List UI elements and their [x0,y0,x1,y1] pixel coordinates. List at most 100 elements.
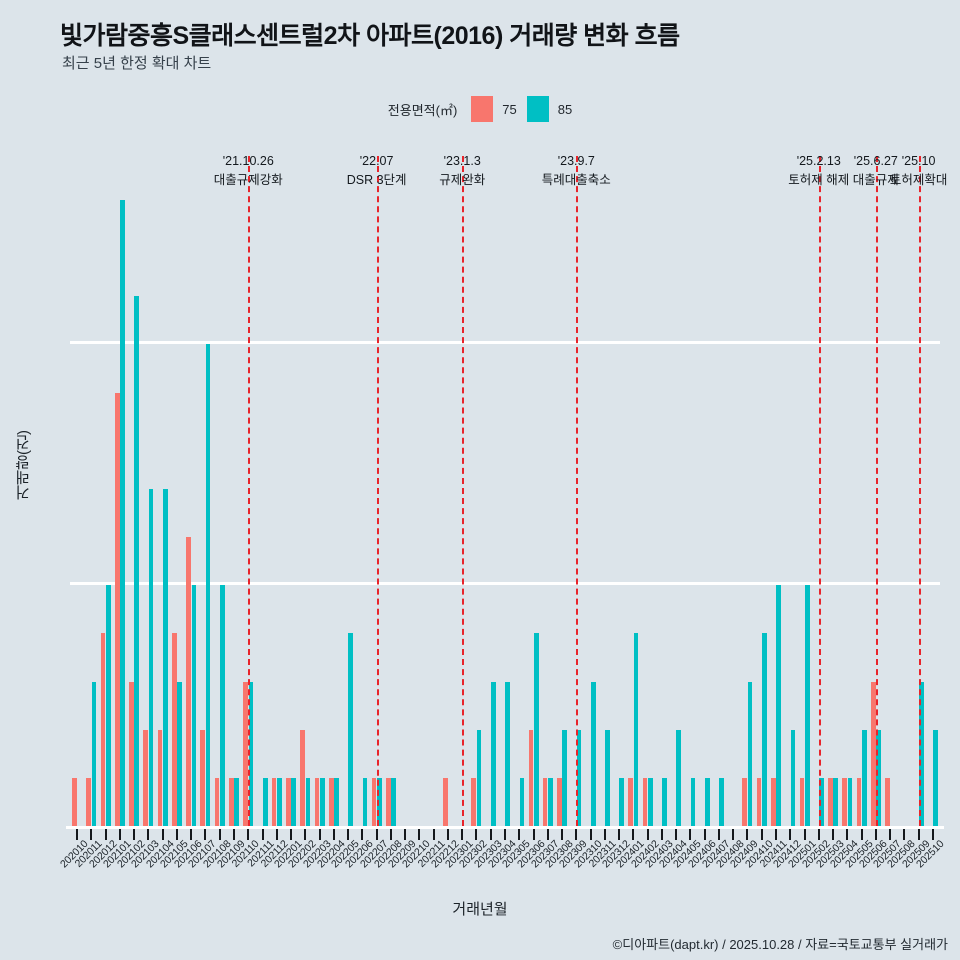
x-tick [518,829,521,840]
bar-75-202507[interactable] [885,777,890,826]
bar-85-202101[interactable] [120,200,125,826]
bar-85-202109[interactable] [234,777,240,826]
bar-85-202404[interactable] [676,729,682,826]
bar-85-202112[interactable] [277,777,282,826]
bar-75-202306[interactable] [528,729,534,826]
bar-85-202510[interactable] [933,729,938,826]
bar-85-202504[interactable] [847,777,853,826]
bar-75-202208[interactable] [385,777,391,826]
bar-75-202501[interactable] [799,777,805,826]
bar-85-202308[interactable] [562,729,568,826]
bar-75-202409[interactable] [742,777,748,826]
bar-85-202205[interactable] [348,633,354,826]
bar-85-202202[interactable] [305,777,311,826]
bar-85-202307[interactable] [548,777,553,826]
legend-entry-75[interactable]: 75 [471,96,517,122]
bar-75-202102[interactable] [129,681,134,826]
event-date-2: '23.1.3 [443,154,481,168]
bar-85-202208[interactable] [391,777,396,826]
bar-85-202311[interactable] [605,729,610,826]
x-tick [689,829,692,840]
bar-85-202502[interactable] [819,777,824,826]
bar-75-202201[interactable] [286,777,291,826]
bar-75-202109[interactable] [229,777,234,826]
bar-75-202402[interactable] [642,777,648,826]
bar-85-202105[interactable] [177,681,182,826]
bar-75-202505[interactable] [856,777,862,826]
bar-85-202304[interactable] [505,681,510,826]
x-tick [104,829,107,840]
bar-85-202201[interactable] [291,777,297,826]
bar-75-202307[interactable] [542,777,548,826]
bar-85-202509[interactable] [918,681,924,826]
bar-85-202402[interactable] [647,777,653,826]
bar-85-202407[interactable] [719,777,724,826]
bar-75-202012[interactable] [100,633,106,826]
bar-75-202108[interactable] [214,777,220,826]
bar-85-202204[interactable] [334,777,339,826]
x-tick [589,829,592,840]
x-tick [903,829,906,840]
bar-85-202111[interactable] [262,777,268,826]
bar-85-202106[interactable] [191,585,197,826]
bar-85-202401[interactable] [633,633,639,826]
bar-85-202312[interactable] [619,777,625,826]
x-tick [732,829,735,840]
bar-85-202506[interactable] [876,729,881,826]
bar-75-202112[interactable] [271,777,277,826]
event-date-5: '25.6.27 [853,154,898,168]
bar-75-202506[interactable] [870,681,876,826]
bar-85-202107[interactable] [205,344,211,826]
bar-85-202411[interactable] [776,585,781,826]
bar-85-202203[interactable] [319,777,325,826]
bar-85-202206[interactable] [362,777,368,826]
bar-85-202011[interactable] [91,681,97,826]
bar-85-202310[interactable] [590,681,596,826]
bar-75-202401[interactable] [628,777,634,826]
bar-85-202108[interactable] [220,585,225,826]
bar-75-202207[interactable] [371,777,377,826]
bar-75-202203[interactable] [314,777,320,826]
bar-75-202204[interactable] [328,777,334,826]
bar-75-202101[interactable] [114,392,120,826]
bar-85-202309[interactable] [576,729,582,826]
bar-75-202202[interactable] [300,729,306,826]
bar-75-202103[interactable] [143,729,149,826]
bar-75-202104[interactable] [157,729,163,826]
bar-85-202405[interactable] [690,777,696,826]
bar-85-202110[interactable] [248,681,254,826]
bar-85-202103[interactable] [148,488,154,826]
bar-75-202011[interactable] [86,777,92,826]
bar-75-202110[interactable] [243,681,248,826]
bar-75-202504[interactable] [842,777,847,826]
bar-75-202411[interactable] [770,777,776,826]
bar-85-202305[interactable] [519,777,525,826]
bar-85-202410[interactable] [762,633,767,826]
bar-85-202403[interactable] [662,777,667,826]
bar-85-202406[interactable] [704,777,710,826]
event-label-1: '22.07 DSR 3단계 [347,152,407,190]
legend-entry-85[interactable]: 85 [526,96,572,122]
bar-75-202107[interactable] [200,729,206,826]
bar-75-202503[interactable] [828,777,833,826]
bar-75-202212[interactable] [442,777,448,826]
bar-85-202409[interactable] [747,681,753,826]
bar-85-202102[interactable] [134,296,140,826]
bar-75-202010[interactable] [72,777,77,826]
bar-85-202012[interactable] [105,585,111,826]
bar-85-202104[interactable] [163,488,168,826]
bar-85-202306[interactable] [533,633,539,826]
bar-85-202505[interactable] [861,729,867,826]
bar-85-202503[interactable] [833,777,839,826]
bar-75-202308[interactable] [557,777,562,826]
bar-85-202501[interactable] [804,585,810,826]
bar-85-202412[interactable] [790,729,796,826]
bar-75-202105[interactable] [171,633,177,826]
bar-85-202302[interactable] [476,729,482,826]
bar-75-202302[interactable] [471,777,477,826]
bar-85-202207[interactable] [376,777,382,826]
bar-75-202106[interactable] [186,537,191,826]
x-tick [889,829,892,840]
bar-75-202410[interactable] [756,777,762,826]
bar-85-202303[interactable] [491,681,496,826]
